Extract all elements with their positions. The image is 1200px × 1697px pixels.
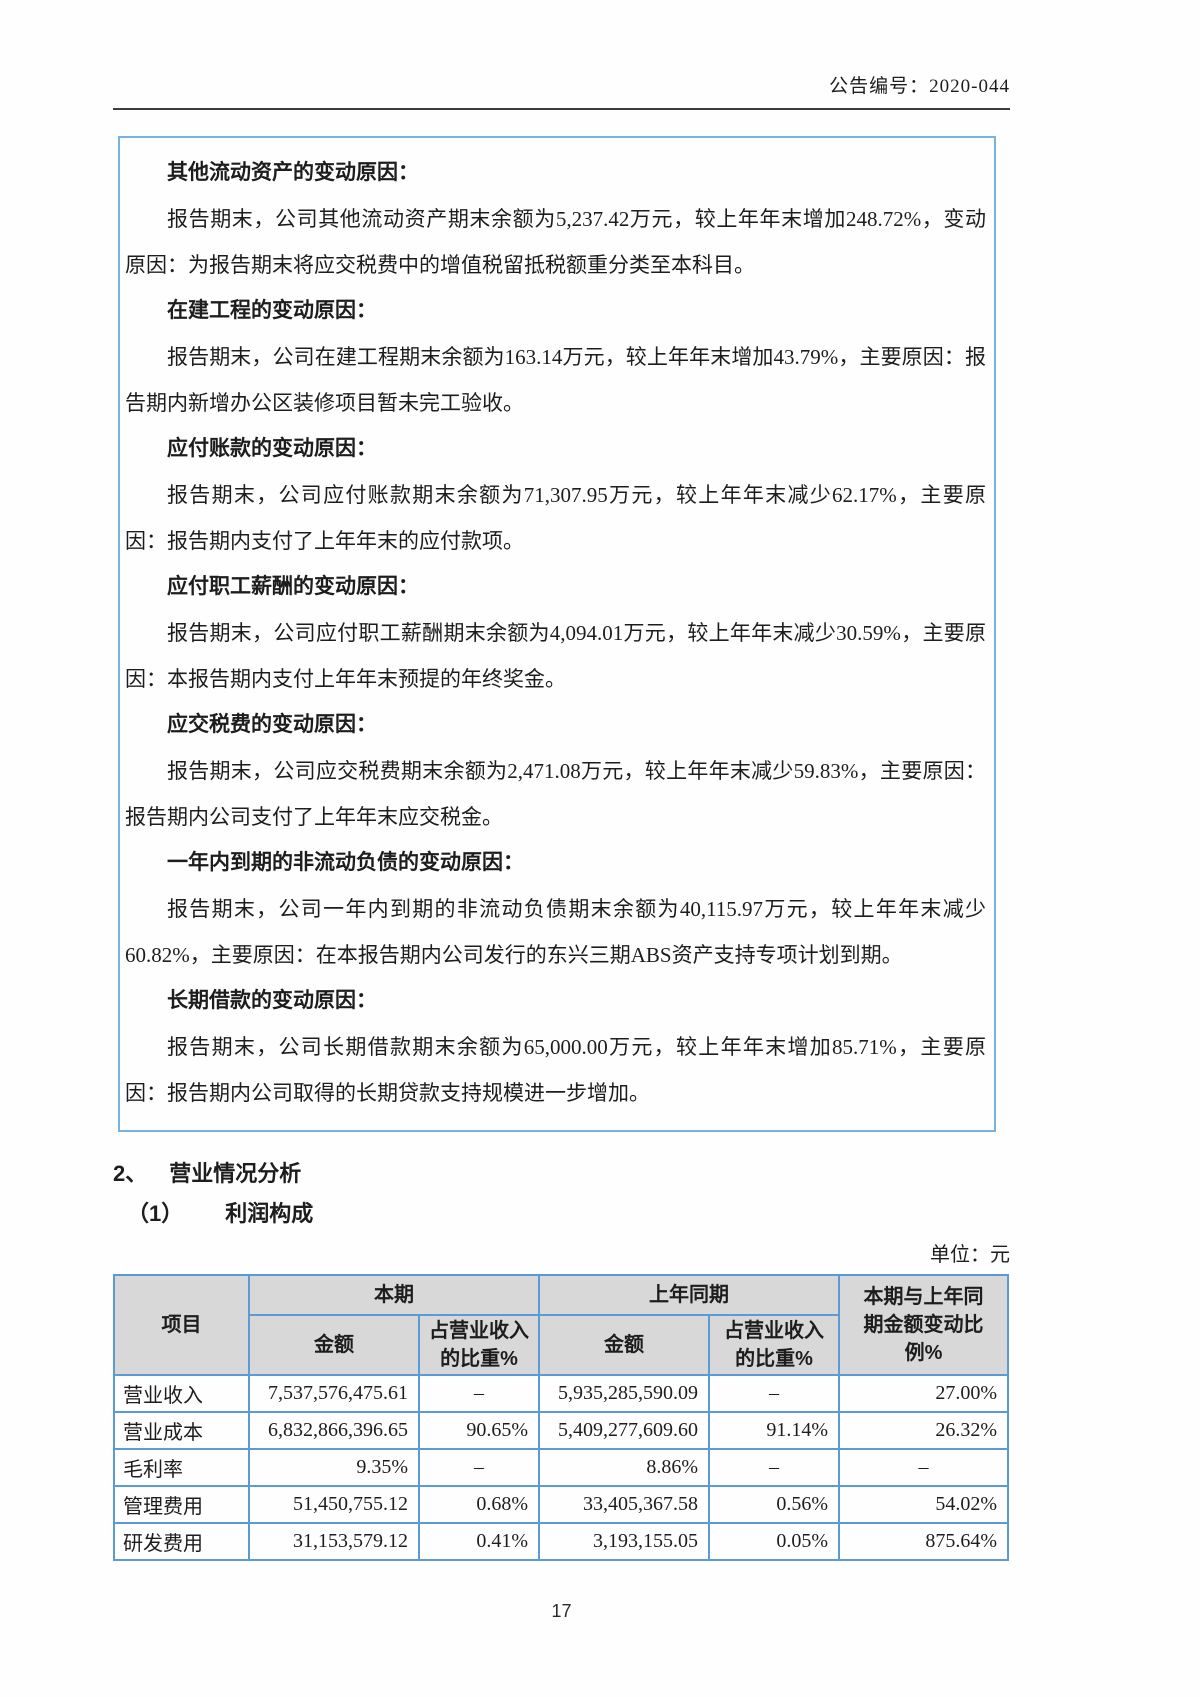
section-heading: 应交税费的变动原因：: [167, 713, 377, 736]
section-paragraph: 报告期末，公司应付账款期末余额为71,307.95万元，较上年年末减少62.17…: [125, 483, 986, 553]
cell-item: 毛利率: [113, 1448, 250, 1487]
cell-current-pct: –: [418, 1448, 540, 1487]
unit-label: 单位：元: [930, 1244, 1010, 1266]
subheading-text: 利润构成: [225, 1201, 314, 1226]
section-accounts-payable: 应付账款的变动原因： 报告期末，公司应付账款期末余额为71,307.95万元，较…: [125, 426, 986, 564]
table-header-row-2: 金额 占营业收入的比重% 金额 占营业收入的比重%: [114, 1314, 1008, 1376]
cell-change-ratio: 875.64%: [838, 1522, 1009, 1561]
heading-number: 2、: [113, 1161, 148, 1186]
section-paragraph: 报告期末，公司一年内到期的非流动负债期末余额为40,115.97万元，较上年年末…: [125, 897, 986, 967]
col-header-current-pct: 占营业收入的比重%: [418, 1314, 540, 1376]
cell-item: 营业收入: [113, 1374, 250, 1413]
section-paragraph: 报告期末，公司应交税费期末余额为2,471.08万元，较上年年末减少59.83%…: [125, 759, 986, 829]
col-header-change-ratio: 本期与上年同期金额变动比例%: [838, 1274, 1009, 1376]
section-employee-compensation: 应付职工薪酬的变动原因： 报告期末，公司应付职工薪酬期末余额为4,094.01万…: [125, 564, 986, 702]
cell-prior-pct: 0.56%: [708, 1485, 840, 1524]
cell-change-ratio: –: [838, 1448, 1009, 1487]
cell-change-ratio: 54.02%: [838, 1485, 1009, 1524]
section-construction-in-progress: 在建工程的变动原因： 报告期末，公司在建工程期末余额为163.14万元，较上年年…: [125, 288, 986, 426]
table-row-gross-margin: 毛利率 9.35% – 8.86% – –: [113, 1448, 1009, 1487]
section-heading: 应付账款的变动原因：: [167, 437, 377, 460]
business-analysis-heading: 2、 营业情况分析: [113, 1158, 1200, 1190]
section-heading: 其他流动资产的变动原因：: [167, 161, 419, 184]
cell-current-pct: 0.41%: [418, 1522, 540, 1561]
cell-prior-pct: –: [708, 1448, 840, 1487]
cell-prior-amount: 5,409,277,609.60: [538, 1411, 710, 1450]
change-reasons-box: 其他流动资产的变动原因： 报告期末，公司其他流动资产期末余额为5,237.42万…: [118, 136, 996, 1132]
col-header-current-amount: 金额: [248, 1314, 420, 1376]
section-paragraph: 报告期末，公司长期借款期末余额为65,000.00万元，较上年年末增加85.71…: [125, 1035, 986, 1105]
cell-prior-pct: 91.14%: [708, 1411, 840, 1450]
cell-current-amount: 9.35%: [248, 1448, 420, 1487]
cell-item: 营业成本: [113, 1411, 250, 1450]
cell-prior-amount: 3,193,155.05: [538, 1522, 710, 1561]
cell-current-amount: 7,537,576,475.61: [248, 1374, 420, 1413]
table-row-rd-expense: 研发费用 31,153,579.12 0.41% 3,193,155.05 0.…: [113, 1522, 1009, 1561]
section-paragraph: 报告期末，公司其他流动资产期末余额为5,237.42万元，较上年年末增加248.…: [125, 207, 986, 277]
heading-text: 营业情况分析: [169, 1161, 302, 1186]
section-other-current-assets: 其他流动资产的变动原因： 报告期末，公司其他流动资产期末余额为5,237.42万…: [125, 150, 986, 288]
cell-current-pct: –: [418, 1374, 540, 1413]
section-long-term-loans: 长期借款的变动原因： 报告期末，公司长期借款期末余额为65,000.00万元，较…: [125, 978, 986, 1116]
col-group-prior-period: 上年同期: [538, 1274, 840, 1316]
announcement-number: 公告编号：2020-044: [829, 76, 1010, 97]
cell-current-amount: 31,153,579.12: [248, 1522, 420, 1561]
section-heading: 应付职工薪酬的变动原因：: [167, 575, 419, 598]
page-number: 17: [551, 1601, 572, 1621]
section-noncurrent-liabilities-due: 一年内到期的非流动负债的变动原因： 报告期末，公司一年内到期的非流动负债期末余额…: [125, 840, 986, 978]
table-row-revenue: 营业收入 7,537,576,475.61 – 5,935,285,590.09…: [113, 1374, 1009, 1413]
cell-current-amount: 6,832,866,396.65: [248, 1411, 420, 1450]
cell-item: 研发费用: [113, 1522, 250, 1561]
cell-prior-amount: 5,935,285,590.09: [538, 1374, 710, 1413]
table-row-cost: 营业成本 6,832,866,396.65 90.65% 5,409,277,6…: [113, 1411, 1009, 1450]
section-paragraph: 报告期末，公司应付职工薪酬期末余额为4,094.01万元，较上年年末减少30.5…: [125, 621, 986, 691]
subheading-number: （1）: [127, 1201, 184, 1226]
cell-prior-pct: 0.05%: [708, 1522, 840, 1561]
header-divider: [113, 108, 1010, 110]
cell-current-pct: 0.68%: [418, 1485, 540, 1524]
cell-change-ratio: 26.32%: [838, 1411, 1009, 1450]
cell-change-ratio: 27.00%: [838, 1374, 1009, 1413]
col-header-prior-amount: 金额: [538, 1314, 710, 1376]
section-heading: 在建工程的变动原因：: [167, 299, 377, 322]
document-header: 公告编号：2020-044: [113, 74, 1010, 110]
table-header-row-1: 项目 本期 上年同期 本期与上年同期金额变动比例%: [113, 1274, 1009, 1376]
section-heading: 长期借款的变动原因：: [167, 989, 377, 1012]
table-row-admin-expense: 管理费用 51,450,755.12 0.68% 33,405,367.58 0…: [113, 1485, 1009, 1524]
section-taxes-payable: 应交税费的变动原因： 报告期末，公司应交税费期末余额为2,471.08万元，较上…: [125, 702, 986, 840]
cell-current-amount: 51,450,755.12: [248, 1485, 420, 1524]
cell-prior-pct: –: [708, 1374, 840, 1413]
cell-current-pct: 90.65%: [418, 1411, 540, 1450]
cell-prior-amount: 8.86%: [538, 1448, 710, 1487]
cell-prior-amount: 33,405,367.58: [538, 1485, 710, 1524]
profit-composition-heading: （1） 利润构成: [127, 1198, 1200, 1230]
profit-composition-table: 项目 本期 上年同期 本期与上年同期金额变动比例% 金额 占营业收入的比重% 金…: [113, 1274, 1009, 1561]
col-header-item: 项目: [113, 1274, 250, 1376]
section-heading: 一年内到期的非流动负债的变动原因：: [167, 851, 524, 874]
col-group-current-period: 本期: [248, 1274, 540, 1316]
section-paragraph: 报告期末，公司在建工程期末余额为163.14万元，较上年年末增加43.79%，主…: [125, 345, 986, 415]
col-header-prior-pct: 占营业收入的比重%: [708, 1314, 840, 1376]
cell-item: 管理费用: [113, 1485, 250, 1524]
